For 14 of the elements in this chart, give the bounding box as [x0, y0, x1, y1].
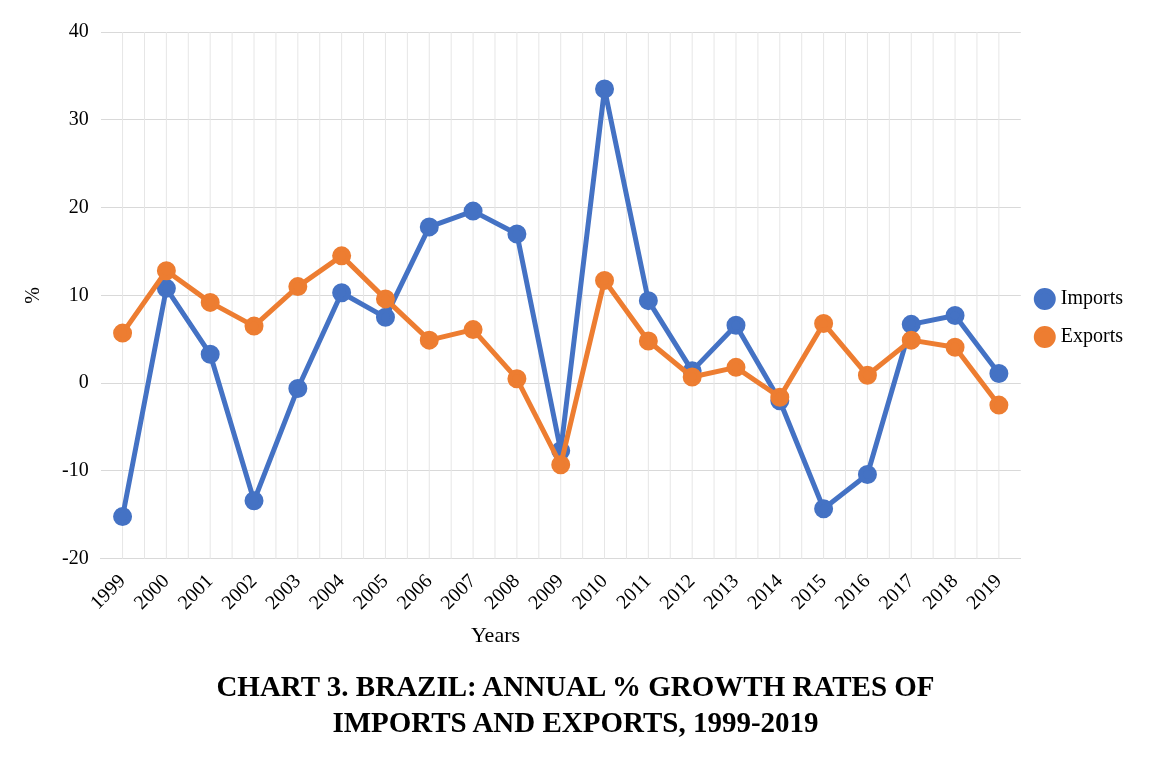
y-tick-label: 20: [68, 194, 89, 217]
y-tick-label: 40: [68, 19, 89, 42]
y-tick-label: 0: [78, 370, 89, 393]
y-axis-title: %: [21, 287, 44, 304]
x-tick-label: 1999: [85, 569, 130, 614]
y-tick-label: -10: [61, 458, 89, 481]
y-tick-label: 30: [68, 107, 89, 130]
legend-label: Exports: [1060, 324, 1124, 348]
y-tick-label: 10: [68, 282, 89, 305]
x-tick-label: 2011: [611, 569, 655, 613]
legend-label: Imports: [1060, 286, 1124, 310]
y-tick-label: -20: [61, 546, 89, 568]
text: CHART 3. BRAZIL: ANNUAL % GROWTH RATES OF IMPORTS AND EXPORTS, 1999-2019: [215, 669, 936, 741]
x-axis-title: Years: [469, 622, 522, 648]
